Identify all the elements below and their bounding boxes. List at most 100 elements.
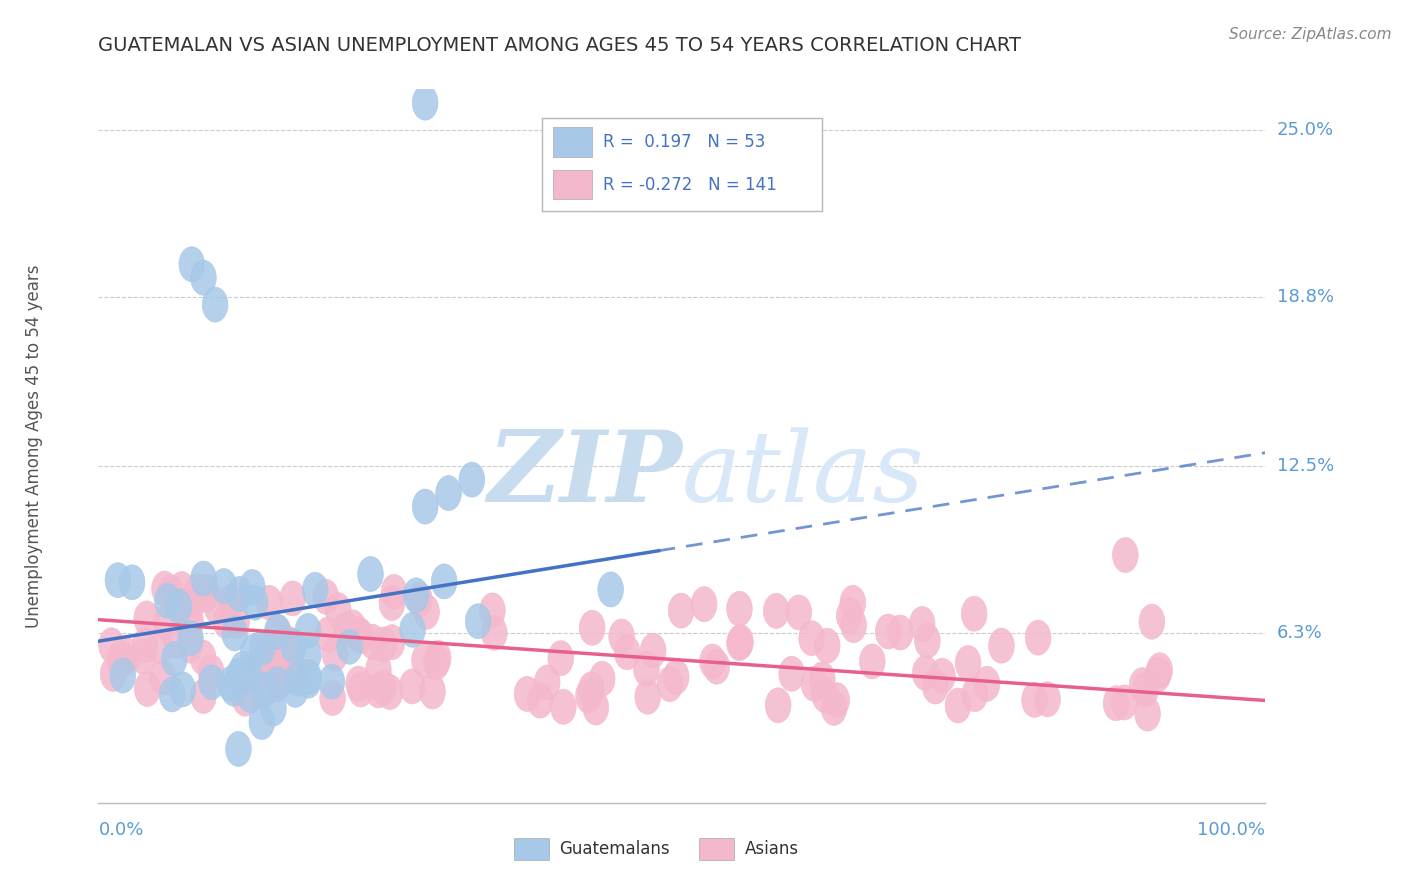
Ellipse shape [322,637,347,672]
Ellipse shape [413,594,440,629]
Ellipse shape [262,644,287,679]
Ellipse shape [399,669,425,704]
Ellipse shape [238,678,263,713]
Ellipse shape [962,677,987,712]
Ellipse shape [399,612,426,648]
Text: 18.8%: 18.8% [1277,287,1333,306]
Ellipse shape [166,589,191,624]
Ellipse shape [346,617,371,652]
Ellipse shape [177,591,204,625]
Ellipse shape [231,651,256,687]
Ellipse shape [887,615,912,650]
Ellipse shape [527,683,553,718]
Ellipse shape [406,582,432,617]
Ellipse shape [727,591,752,626]
Ellipse shape [264,666,290,701]
Ellipse shape [583,690,609,725]
Ellipse shape [634,651,659,686]
Ellipse shape [609,619,634,654]
Ellipse shape [242,585,269,620]
Ellipse shape [360,624,385,659]
Ellipse shape [779,657,804,691]
Ellipse shape [598,572,623,607]
Ellipse shape [193,574,219,609]
Ellipse shape [214,604,239,639]
Ellipse shape [1025,620,1050,655]
Ellipse shape [135,672,160,706]
Ellipse shape [551,690,576,724]
Ellipse shape [534,665,560,700]
Ellipse shape [179,247,205,282]
Ellipse shape [636,679,661,714]
Ellipse shape [218,584,243,620]
Ellipse shape [302,573,328,607]
Ellipse shape [336,629,363,665]
Ellipse shape [589,661,614,697]
Ellipse shape [162,641,187,676]
Ellipse shape [1112,685,1137,720]
Ellipse shape [1129,667,1154,703]
Ellipse shape [347,672,374,707]
Ellipse shape [426,640,451,675]
Ellipse shape [153,606,179,640]
Ellipse shape [366,652,391,687]
Ellipse shape [465,604,491,639]
Ellipse shape [249,705,274,739]
Ellipse shape [668,593,695,628]
Ellipse shape [824,682,849,718]
Ellipse shape [295,664,321,698]
Ellipse shape [837,599,862,633]
Ellipse shape [912,656,938,690]
Ellipse shape [191,260,217,295]
Ellipse shape [262,665,287,699]
Ellipse shape [295,614,321,648]
Ellipse shape [548,640,574,676]
Ellipse shape [325,592,352,628]
Ellipse shape [131,640,156,674]
Ellipse shape [152,571,177,606]
Text: GUATEMALAN VS ASIAN UNEMPLOYMENT AMONG AGES 45 TO 54 YEARS CORRELATION CHART: GUATEMALAN VS ASIAN UNEMPLOYMENT AMONG A… [98,36,1021,54]
Ellipse shape [283,673,308,707]
Text: Unemployment Among Ages 45 to 54 years: Unemployment Among Ages 45 to 54 years [25,264,44,628]
Ellipse shape [1139,604,1164,640]
Ellipse shape [412,642,437,678]
Ellipse shape [98,628,124,663]
Ellipse shape [259,641,284,676]
Ellipse shape [859,644,886,679]
Ellipse shape [170,672,195,706]
Ellipse shape [1104,686,1129,721]
Ellipse shape [150,660,176,695]
Ellipse shape [252,672,278,706]
Ellipse shape [319,665,344,699]
Ellipse shape [786,595,811,630]
Ellipse shape [295,659,322,695]
Ellipse shape [914,624,941,658]
Ellipse shape [110,658,135,693]
Ellipse shape [664,659,689,694]
Ellipse shape [281,629,307,664]
Ellipse shape [100,657,127,691]
Ellipse shape [249,631,276,665]
Ellipse shape [236,657,263,692]
Ellipse shape [240,634,266,669]
Ellipse shape [1147,653,1173,688]
Ellipse shape [814,628,839,664]
Ellipse shape [578,672,605,706]
Ellipse shape [134,601,159,636]
Ellipse shape [232,681,259,716]
Ellipse shape [657,666,683,702]
Ellipse shape [280,581,305,615]
Ellipse shape [640,633,666,668]
Ellipse shape [257,585,283,620]
Ellipse shape [226,576,252,612]
Ellipse shape [105,563,131,598]
Ellipse shape [371,670,396,706]
Ellipse shape [198,665,225,699]
Ellipse shape [974,666,1000,701]
Text: 0.0%: 0.0% [98,821,143,838]
Ellipse shape [579,610,605,645]
Ellipse shape [404,578,429,613]
Ellipse shape [763,593,789,628]
Ellipse shape [159,677,186,712]
Ellipse shape [412,85,439,120]
